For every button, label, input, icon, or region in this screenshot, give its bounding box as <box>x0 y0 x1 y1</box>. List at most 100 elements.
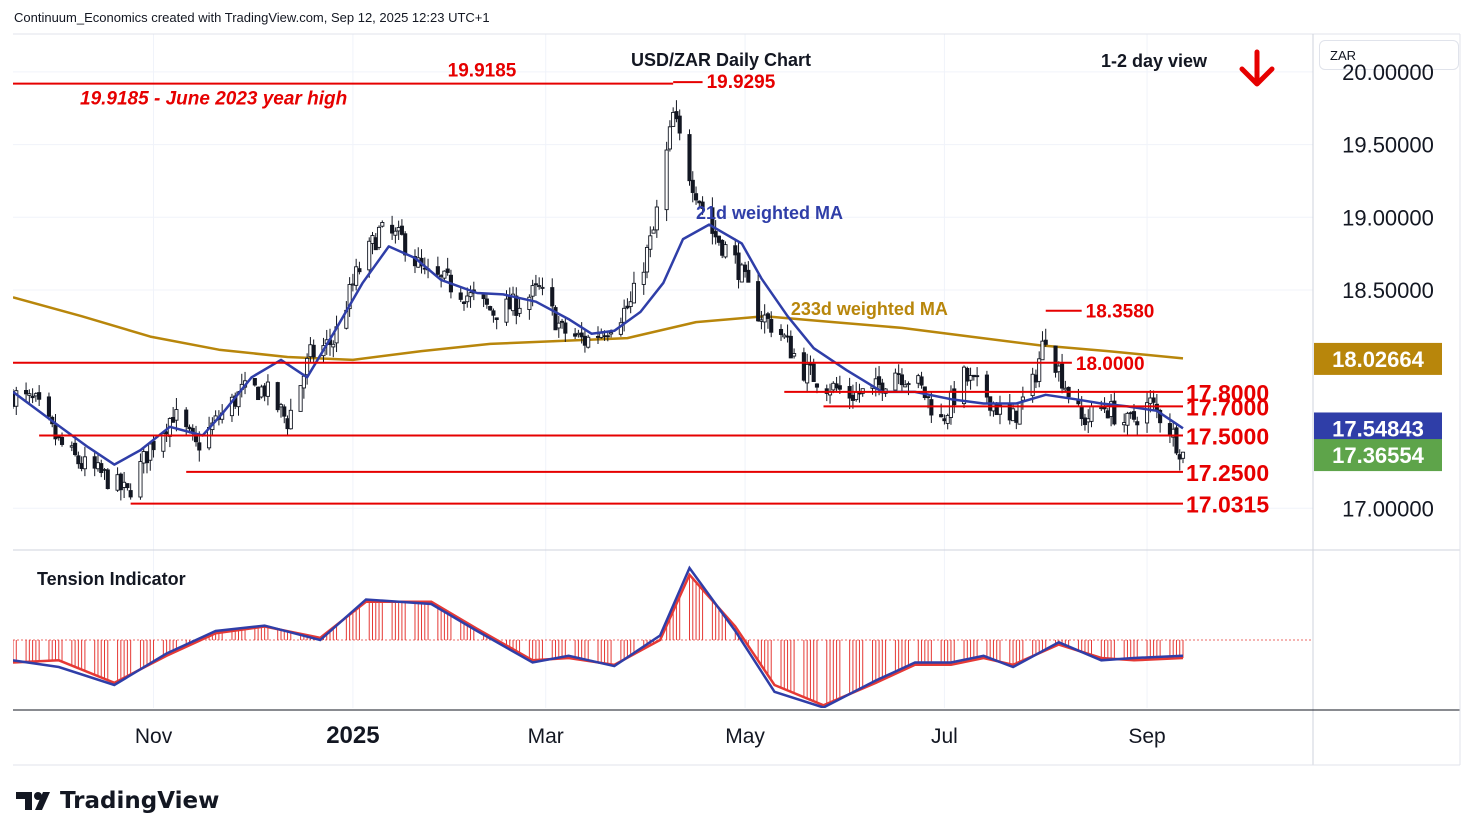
candle-body <box>811 363 816 382</box>
candle-body <box>118 473 123 491</box>
candle-body <box>579 332 584 338</box>
candle-body <box>644 246 650 273</box>
ma-annotation: 21d weighted MA <box>696 203 843 223</box>
candle-body <box>1177 454 1182 460</box>
candle-body <box>586 336 591 348</box>
candle-body <box>1151 397 1156 403</box>
candle-body <box>560 320 565 323</box>
candle-body <box>370 235 375 244</box>
candle-body <box>971 374 976 378</box>
candle-body <box>1037 358 1042 382</box>
candle-body <box>743 264 748 272</box>
candle-body <box>33 393 38 397</box>
candle-body <box>275 382 280 411</box>
candle-body <box>403 233 408 256</box>
candle-body <box>265 381 270 397</box>
candle-body <box>488 306 493 311</box>
candle-body <box>975 375 980 378</box>
candle-body <box>693 193 699 201</box>
candle-body <box>631 282 636 304</box>
tension-fast-line <box>13 565 1184 708</box>
price-tag-label: 18.02664 <box>1332 347 1425 372</box>
candle-body <box>491 310 496 316</box>
candle-body <box>831 382 836 391</box>
candle-body <box>788 335 793 359</box>
candle-body <box>1105 410 1110 419</box>
candle-body <box>1040 340 1045 361</box>
candle-body <box>537 285 542 288</box>
candle-body <box>893 372 898 391</box>
candle-body <box>122 481 127 488</box>
level-label: 19.9185 <box>448 61 517 82</box>
candle-body <box>1053 345 1058 373</box>
tradingview-logo-icon <box>16 792 50 810</box>
candle-body <box>602 335 607 338</box>
candle-body <box>1122 422 1127 426</box>
level-label: 18.0000 <box>1076 354 1145 375</box>
tension-indicator-panel <box>13 565 1313 708</box>
tension-title: Tension Indicator <box>37 569 186 589</box>
candle-body <box>710 207 715 234</box>
candle-body <box>968 375 973 381</box>
candle-body <box>1180 451 1186 459</box>
candle-body <box>53 424 58 440</box>
x-tick-label: Nov <box>135 725 173 748</box>
candle-body <box>305 357 310 376</box>
candle-body <box>700 201 705 209</box>
candle-body <box>896 373 901 376</box>
price-tag-box <box>1314 439 1442 472</box>
level-label: 18.3580 <box>1086 302 1155 323</box>
candle-body <box>380 222 385 227</box>
candle-body <box>648 235 653 250</box>
candle-body <box>651 229 656 234</box>
candle-body <box>530 285 535 297</box>
candle-body <box>677 115 682 134</box>
candle-body <box>494 317 499 320</box>
currency-label[interactable]: ZAR <box>1319 40 1459 70</box>
candle-body <box>171 416 176 423</box>
candle-body <box>919 376 924 386</box>
candle-body <box>1099 407 1104 410</box>
candle-body <box>664 149 669 211</box>
support-resistance-levels: 19.9185 19.9185 - June 2023 year high 19.9… <box>13 61 1269 518</box>
candle-body <box>834 383 839 389</box>
candle-body <box>1011 408 1016 422</box>
candle-body <box>439 275 444 278</box>
candle-body <box>641 271 646 285</box>
candle-body <box>311 344 316 358</box>
grid-lines <box>13 34 1313 708</box>
candle-body <box>609 332 614 335</box>
candle-body <box>605 335 610 338</box>
candle-body <box>654 206 659 231</box>
candle-body <box>792 353 797 357</box>
candle-body <box>1030 373 1035 397</box>
candle-body <box>59 436 65 445</box>
axes: 20.00000 19.50000 19.00000 18.50000 17.00000… <box>13 33 1461 766</box>
candle-body <box>939 414 944 418</box>
y-tick-label: 18.50000 <box>1342 278 1434 303</box>
candle-body <box>514 295 519 316</box>
candle-body <box>1033 374 1038 383</box>
candle-body <box>746 269 751 283</box>
candle-body <box>115 474 120 491</box>
candle-body <box>56 436 61 439</box>
candle-body <box>128 490 133 498</box>
candle-body <box>782 334 787 338</box>
brand-name: TradingView <box>60 788 220 814</box>
candle-body <box>148 443 153 461</box>
candle-body <box>527 296 532 310</box>
candle-body <box>298 385 303 412</box>
candle-body <box>533 283 538 286</box>
tradingview-brand[interactable]: TradingView <box>14 788 219 814</box>
candle-body <box>151 440 156 451</box>
candle-body <box>997 404 1003 415</box>
chart-attribution: Continuum_Economics created with Trading… <box>14 10 490 25</box>
candle-body <box>256 386 261 401</box>
candle-body <box>1125 412 1130 426</box>
candle-body <box>174 409 179 421</box>
candle-body <box>504 298 509 323</box>
candle-body <box>814 383 820 388</box>
candle-body <box>628 301 633 307</box>
candle-body <box>1158 409 1163 424</box>
